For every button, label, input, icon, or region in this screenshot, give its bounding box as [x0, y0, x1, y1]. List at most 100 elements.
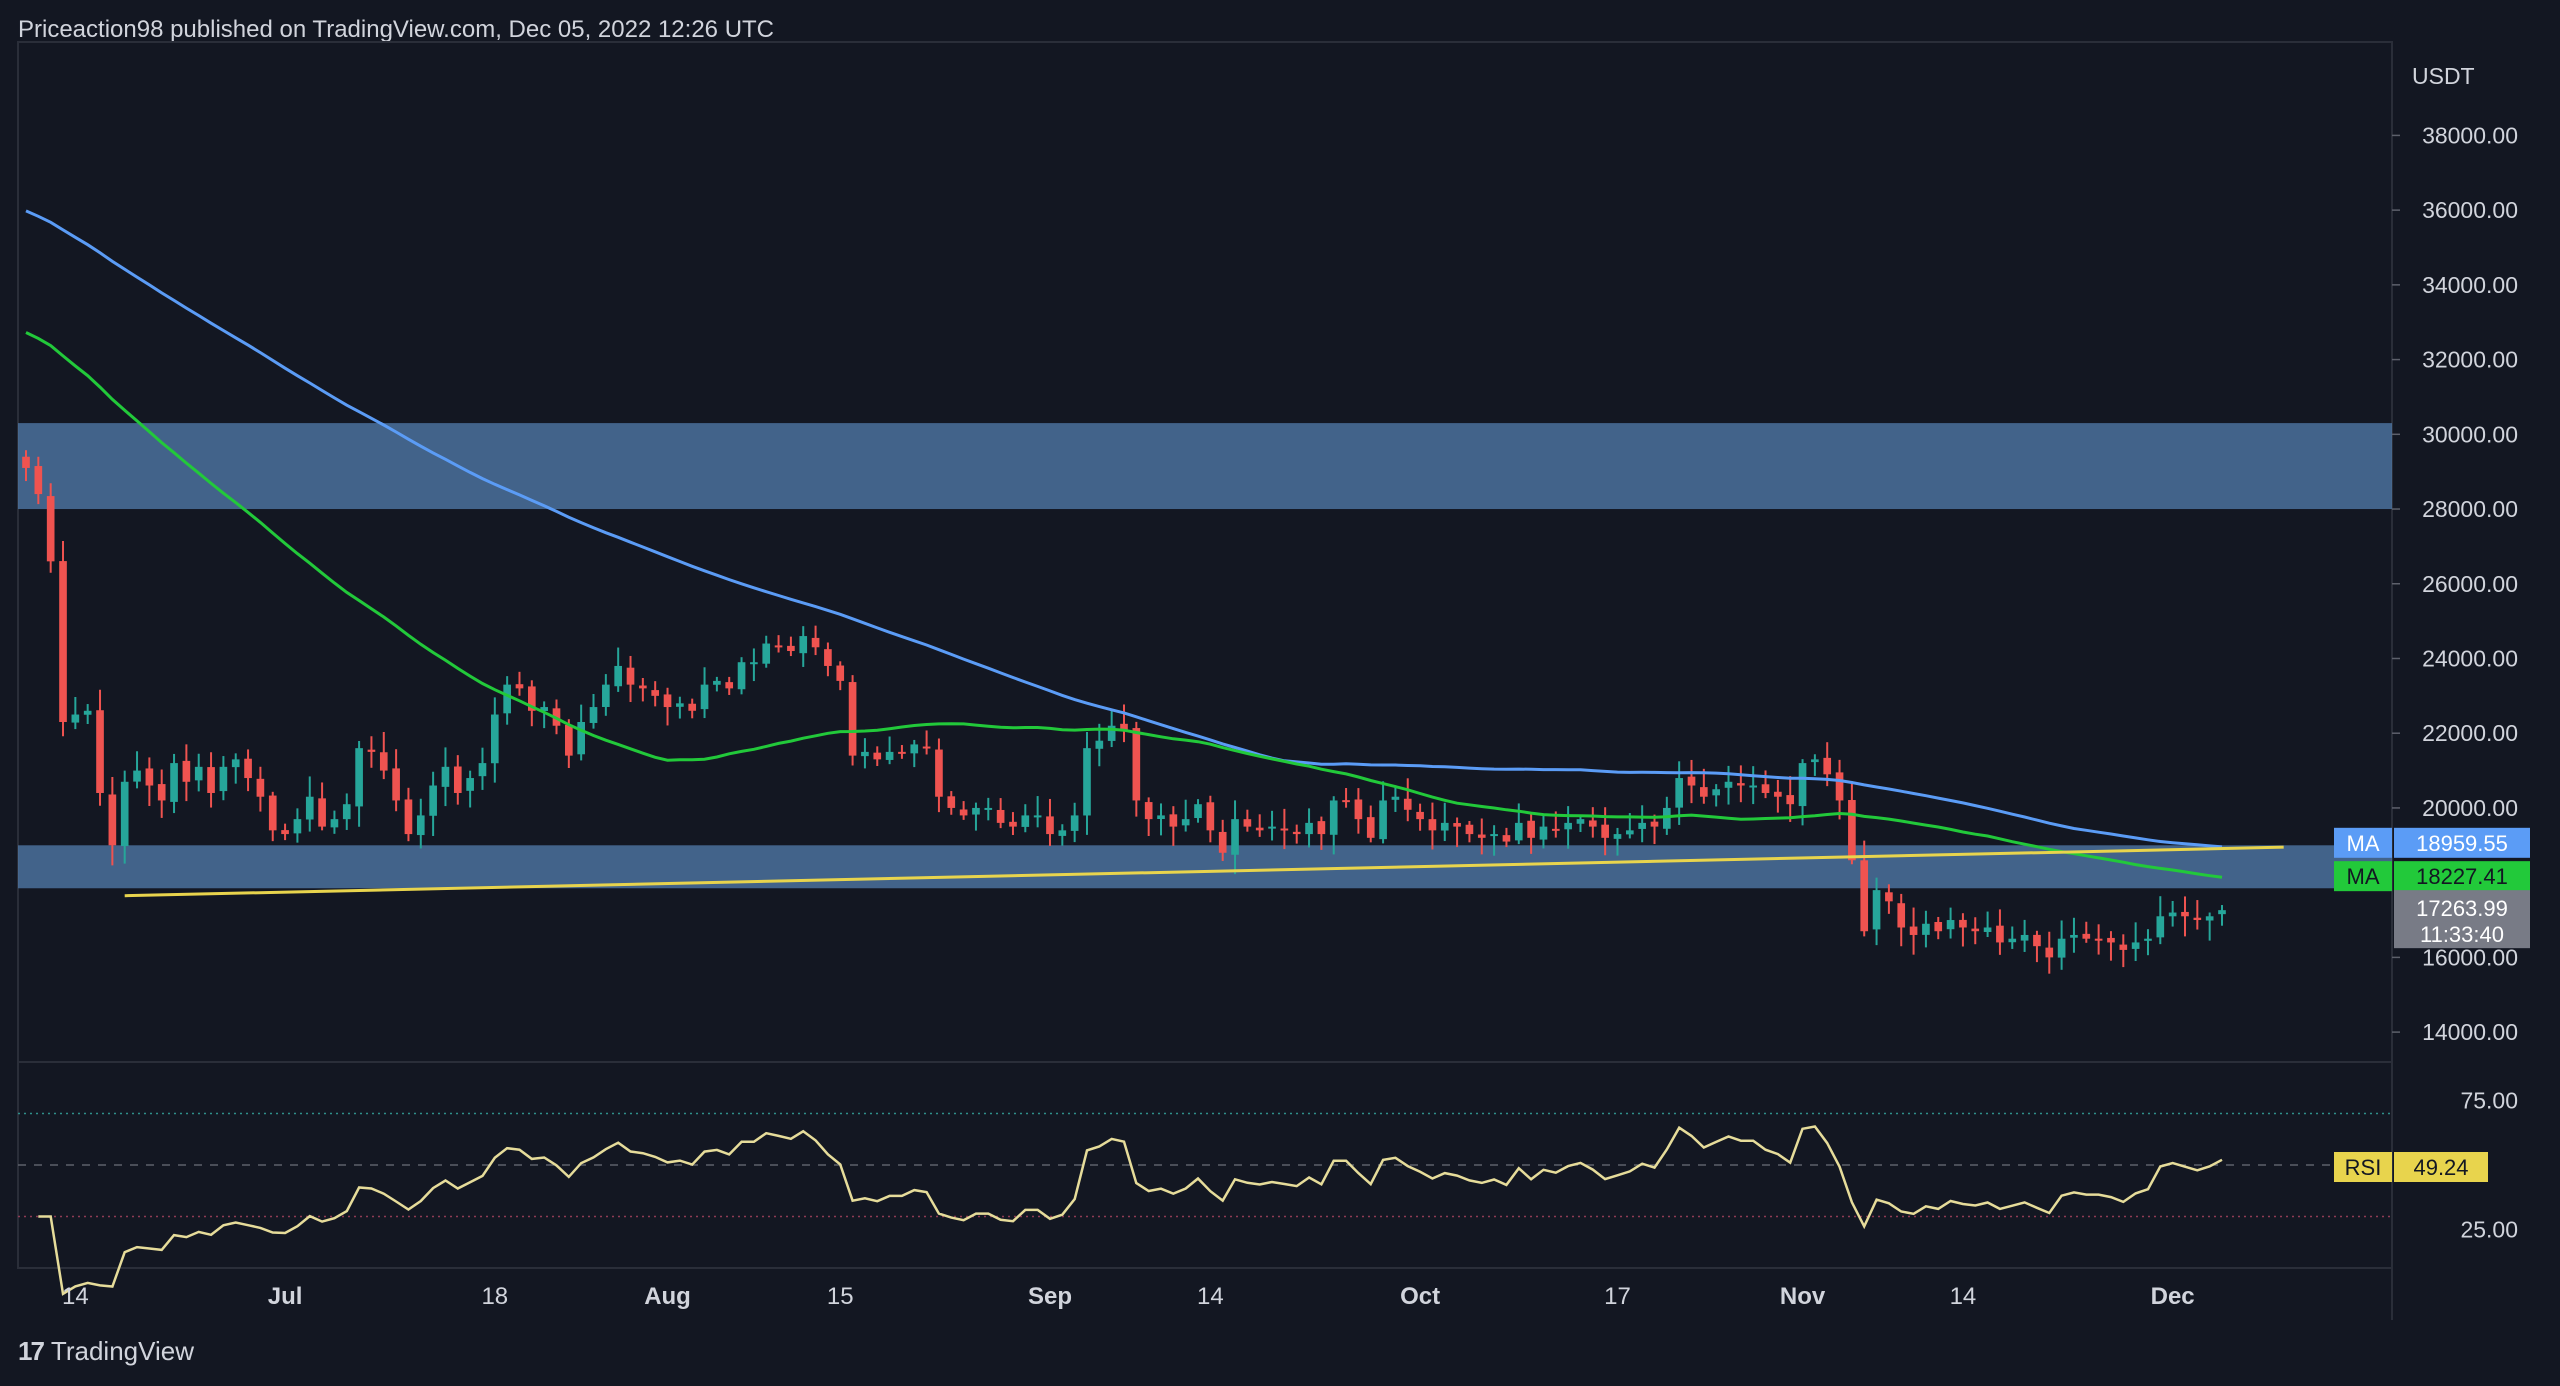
rsi-panel	[18, 1112, 2392, 1296]
candle	[787, 636, 795, 657]
candle	[1872, 877, 1881, 946]
candle-body	[330, 819, 339, 828]
candle-body	[22, 456, 30, 468]
candle-body	[602, 684, 610, 707]
candle-body	[1848, 800, 1856, 861]
candle-body	[1502, 835, 1511, 842]
candle	[318, 782, 326, 831]
candle-body	[293, 819, 302, 834]
candle	[71, 696, 80, 730]
publisher-header: Priceaction98 published on TradingView.c…	[18, 16, 775, 43]
candle	[1453, 817, 1461, 848]
candle-body	[651, 690, 660, 696]
candle-body	[774, 645, 783, 648]
candle	[96, 689, 104, 806]
y-tick-label: 32000.00	[2422, 347, 2518, 373]
candle-body	[663, 694, 672, 708]
candle	[231, 753, 240, 784]
candle-body	[725, 682, 734, 689]
candle-body	[1255, 827, 1264, 831]
candle	[1996, 909, 2004, 955]
candle	[700, 667, 709, 719]
candle	[1058, 824, 1067, 846]
candle	[1268, 810, 1276, 841]
candle-body	[1292, 831, 1301, 835]
candle-body	[1046, 816, 1054, 835]
candle-body	[984, 807, 993, 810]
candle	[1638, 805, 1646, 843]
brand-text: TradingView	[50, 1336, 194, 1366]
candle	[1157, 803, 1165, 836]
y-tick-label: 34000.00	[2422, 272, 2518, 298]
candle-body	[1120, 723, 1128, 730]
candle-body	[1786, 795, 1795, 805]
candle-body	[392, 768, 400, 801]
candle-body	[947, 796, 956, 808]
candle-body	[194, 766, 203, 781]
candle	[565, 719, 573, 769]
candle-body	[170, 763, 178, 802]
candle	[540, 701, 548, 729]
y-tick-label: 22000.00	[2422, 720, 2518, 746]
candle-body	[676, 703, 684, 707]
candle	[836, 661, 845, 691]
candle-body	[244, 758, 252, 779]
candle	[762, 635, 771, 668]
candle	[873, 746, 882, 767]
candle	[2218, 905, 2226, 926]
candle-body	[626, 667, 635, 685]
ma-short-label-tag	[2334, 861, 2392, 892]
candle-body	[1070, 815, 1079, 831]
candle	[1317, 816, 1326, 850]
candle-body	[1885, 892, 1893, 902]
candle-body	[46, 496, 55, 562]
candle-body	[885, 751, 894, 760]
candle	[1613, 827, 1622, 856]
y-tick-label: 26000.00	[2422, 571, 2518, 597]
candle-body	[1737, 783, 1745, 786]
candle	[2094, 924, 2103, 955]
candle	[22, 450, 30, 482]
candle	[602, 674, 610, 716]
tradingview-brand[interactable]: 17 TradingView	[18, 1336, 194, 1367]
candle-body	[1983, 927, 1992, 932]
candle	[1527, 812, 1535, 854]
candle-body	[972, 807, 980, 815]
tradingview-logo-icon: 17	[18, 1336, 45, 1366]
candle-body	[182, 760, 191, 782]
candle-body	[1687, 776, 1696, 786]
candle	[811, 625, 820, 656]
candle	[910, 739, 919, 768]
candle	[2107, 931, 2115, 961]
x-tick-label: 14	[62, 1283, 89, 1310]
candle-body	[1675, 778, 1683, 808]
candle-body	[2070, 934, 2078, 938]
candle-body	[996, 809, 1005, 823]
rsi-value-box	[2394, 1152, 2488, 1182]
candle-body	[1280, 828, 1289, 831]
candle	[1564, 806, 1572, 849]
candle-body	[453, 766, 462, 793]
candle-body	[1021, 815, 1030, 827]
candle	[527, 680, 536, 727]
candle	[1243, 809, 1252, 832]
candle-body	[1959, 919, 1967, 928]
candle	[256, 766, 265, 812]
candle-body	[1749, 785, 1758, 788]
candle-body	[589, 707, 598, 723]
candle	[429, 771, 437, 837]
candle-body	[441, 766, 450, 787]
y-tick-label: 36000.00	[2422, 197, 2518, 223]
candle	[774, 635, 783, 653]
candle	[1231, 800, 1239, 875]
ma-long-line	[25, 209, 2223, 849]
x-tick-label: Jul	[268, 1283, 303, 1310]
candle-body	[614, 665, 623, 687]
candle	[503, 676, 511, 725]
candle	[2168, 900, 2177, 927]
candle	[1934, 916, 1943, 940]
candle-body	[737, 662, 746, 690]
candle-body	[1934, 921, 1943, 932]
